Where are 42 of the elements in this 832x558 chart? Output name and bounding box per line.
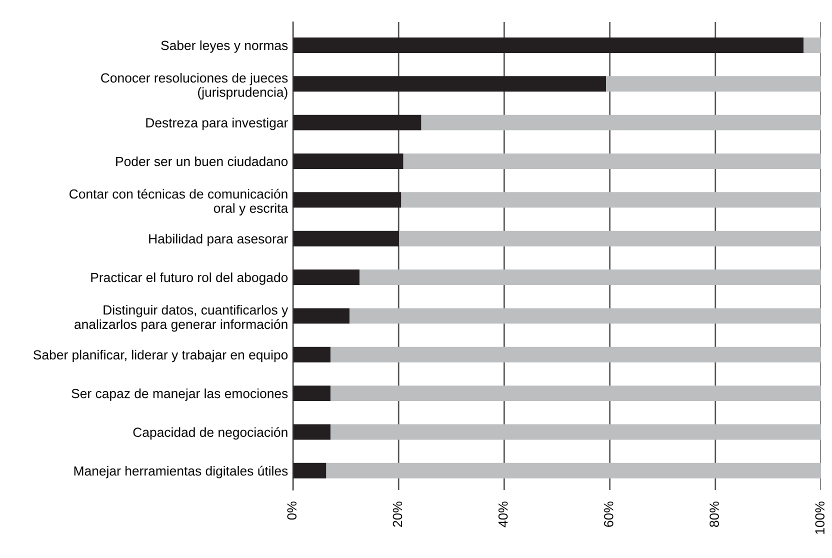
bar [293, 462, 326, 478]
bar [293, 37, 804, 53]
x-tick-label: 100% [815, 502, 825, 534]
bar [293, 76, 606, 92]
y-tick-label: Saber planificar, liderar y trabajar en equipo [34, 350, 288, 362]
x-tick-label: 80% [710, 502, 719, 527]
bar [421, 114, 821, 130]
bar [293, 270, 360, 286]
x-tick-label: 20% [392, 502, 402, 527]
y-tick-label: Capacidad de negociación [133, 427, 288, 440]
bar [804, 37, 821, 53]
y-tick-label: Habilidad para asesorar [149, 234, 288, 246]
y-tick-label: Practicar el futuro rol del abogado [91, 272, 288, 285]
x-tick-label: 40% [498, 502, 508, 528]
y-tick-label: Saber leyes y normas [161, 40, 288, 53]
bar [330, 346, 821, 362]
bar [401, 192, 821, 208]
bar [606, 76, 821, 92]
y-tick-label: Distinguir datos, cuantificarlos y analizarlos para generar información [74, 304, 288, 332]
y-tick-label: Destreza para investigar [146, 118, 288, 130]
bar [399, 230, 821, 246]
y-tick-label: Manejar herramientas digitales útiles [74, 466, 288, 478]
bar [293, 192, 402, 208]
y-tick-label: Poder ser un buen ciudadano [116, 156, 288, 166]
x-tick-label: 0% [287, 502, 297, 520]
bar [293, 154, 404, 169]
y-tick-label: Ser capaz de manejar las emociones [72, 388, 288, 401]
bar [330, 424, 821, 440]
bar [293, 230, 400, 246]
bar [326, 462, 821, 478]
bar [293, 424, 330, 440]
y-tick-label: Contar con técnicas de comunicación oral y escrita [70, 188, 288, 216]
bar [293, 308, 350, 324]
bar [403, 154, 821, 169]
bar [293, 114, 422, 130]
bar [349, 308, 821, 324]
y-tick-label: Conocer resoluciones de jueces (jurisprudencia) [101, 72, 288, 100]
x-tick-label: 60% [604, 502, 614, 527]
bar [330, 386, 821, 402]
bar [293, 386, 330, 402]
bar [360, 270, 821, 286]
bar [293, 346, 330, 362]
